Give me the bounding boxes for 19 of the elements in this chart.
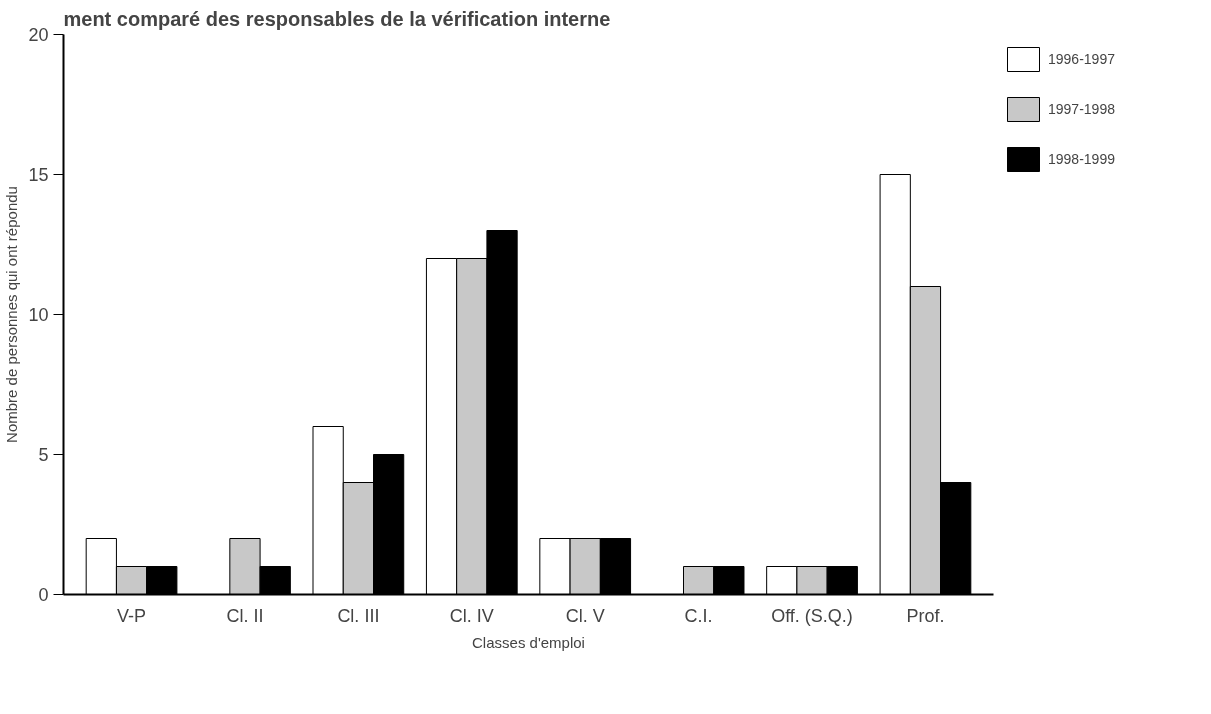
x-tick-label: Cl. II [226,605,264,626]
chart-title: ment comparé des responsables de la vérification interne [63,7,611,30]
legend-label: 1997-1998 [1048,101,1115,117]
y-axis-title: Nombre de personnes qui ont répondu [3,186,21,443]
x-tick-label: Off. (S.Q.) [771,605,853,626]
y-tick-label: 10 [28,305,49,325]
legend-label: 1996-1997 [1048,51,1115,67]
x-tick-label: Prof. [906,605,945,626]
y-tick-label: 5 [38,445,49,465]
x-tick-label: Cl. IV [449,605,494,626]
y-tick-label: 15 [28,165,49,185]
x-tick-label: V-P [117,605,147,626]
y-tick-label: 0 [38,585,49,605]
x-axis-title: Classes d'emploi [472,633,585,651]
x-tick-label: Cl. III [337,605,380,626]
x-tick-label: C.I. [684,605,713,626]
x-tick-label: Cl. V [565,605,605,626]
y-tick-label: 20 [28,25,49,45]
legend-label: 1998-1999 [1048,151,1115,167]
